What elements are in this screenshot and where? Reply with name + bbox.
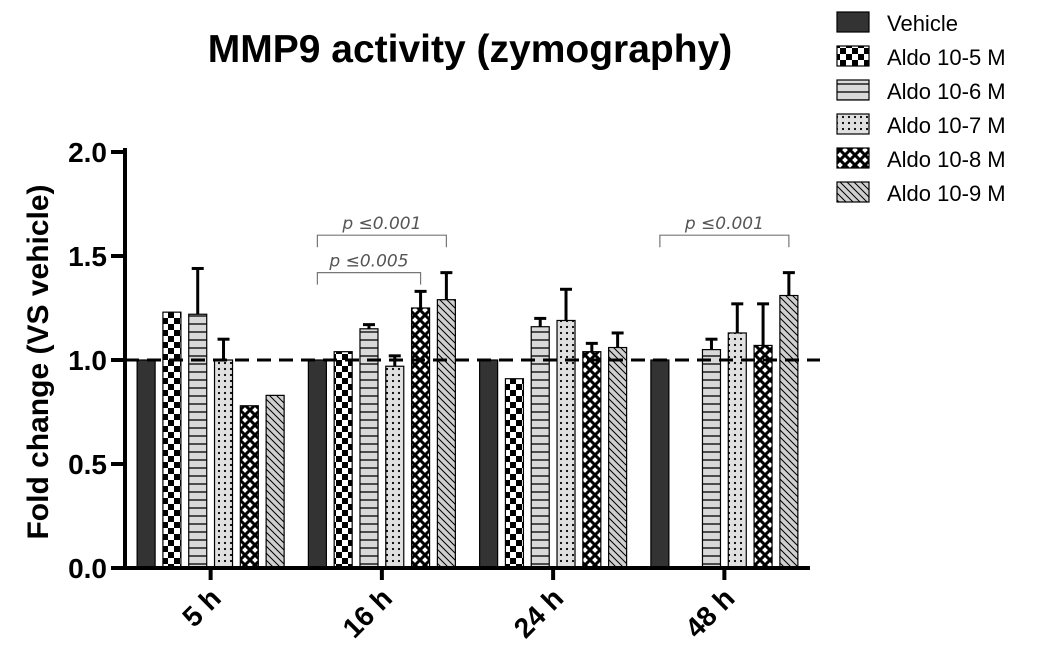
legend-label: Aldo 10-9 M <box>887 181 1006 206</box>
y-tick-label: 2.0 <box>68 137 107 168</box>
bar <box>479 359 499 569</box>
y-tick-label: 0.0 <box>68 553 107 584</box>
bar <box>701 349 722 569</box>
significance-label: p ≤0.001 <box>684 214 764 234</box>
legend-swatch <box>836 181 870 203</box>
significance-bracket <box>659 234 790 248</box>
bar <box>436 299 456 569</box>
significance-bracket <box>316 272 422 285</box>
y-axis-label: Fold change (VS vehicle) <box>22 184 55 539</box>
legend-label: Aldo 10-6 M <box>887 79 1006 104</box>
bar <box>582 351 602 569</box>
bar <box>779 294 799 569</box>
legend-label: Vehicle <box>887 11 958 36</box>
x-tick-label: 5 h <box>176 582 227 633</box>
legend-swatch <box>836 45 870 67</box>
chart-title: MMP9 activity (zymography) <box>208 28 732 71</box>
bar <box>504 378 525 569</box>
bar <box>385 365 405 569</box>
bar <box>530 326 550 569</box>
significance-label: p ≤0.005 <box>328 252 408 272</box>
legend-label: Aldo 10-8 M <box>887 147 1006 172</box>
x-tick-label: 24 h <box>508 582 570 644</box>
bar <box>608 346 628 569</box>
bar <box>333 351 353 569</box>
bar <box>136 359 156 569</box>
x-tick-label: 16 h <box>337 582 399 644</box>
legend-swatch <box>836 79 870 101</box>
bar <box>162 311 182 569</box>
legend-swatch <box>836 113 870 135</box>
bar <box>188 313 208 569</box>
bar <box>650 359 670 569</box>
legend-label: Aldo 10-5 M <box>887 45 1006 70</box>
x-tick-label: 48 h <box>679 582 741 644</box>
bar <box>239 405 259 569</box>
y-tick-label: 1.0 <box>68 345 107 376</box>
legend-label: Aldo 10-7 M <box>887 113 1006 138</box>
bar <box>727 332 747 569</box>
bar <box>265 394 285 569</box>
significance-bracket <box>316 234 447 248</box>
bar <box>556 319 576 569</box>
bar <box>410 307 431 569</box>
legend-swatch <box>836 147 870 169</box>
y-tick-label: 0.5 <box>68 449 107 480</box>
bar <box>753 344 773 569</box>
bar <box>307 359 327 569</box>
bar <box>213 359 234 569</box>
significance-label: p ≤0.001 <box>341 214 421 234</box>
bar <box>359 328 379 569</box>
legend-swatch <box>836 11 870 33</box>
y-tick-label: 1.5 <box>68 241 107 272</box>
